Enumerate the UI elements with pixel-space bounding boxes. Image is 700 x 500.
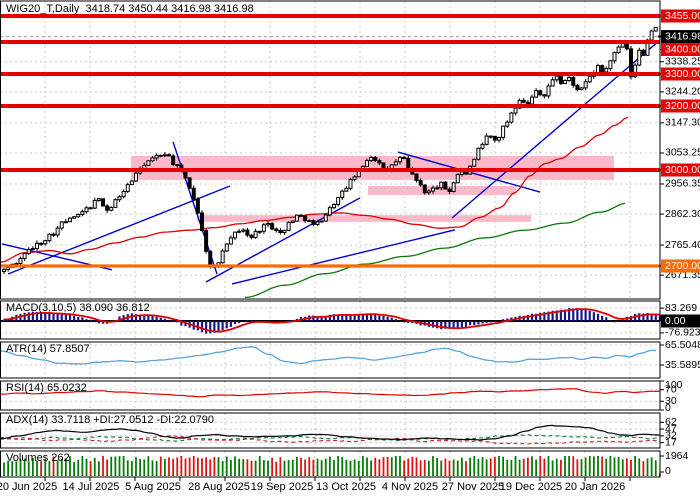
time-axis-label: 28 Aug 2025 [188, 481, 250, 493]
axis-label: 3455.00 [665, 10, 700, 22]
axis-label: 3147.30 [665, 117, 700, 129]
axis-label: 1964 [665, 450, 689, 462]
time-axis-label: 14 Jul 2025 [63, 481, 120, 493]
candlesticks [2, 25, 662, 275]
time-axis-label: 27 Nov 2025 [442, 481, 504, 493]
rsi-pane [0, 388, 661, 398]
axis-label: 2956.35 [665, 178, 700, 190]
axis-label: 3200.00 [665, 100, 700, 112]
ma-fast-red [0, 116, 629, 263]
axis-label: 3338.25 [665, 56, 700, 68]
macd-pane [0, 308, 661, 334]
axis-label: 32 [665, 430, 677, 442]
axis-label: 70 [665, 383, 677, 395]
time-axis-label: 5 Aug 2025 [125, 481, 181, 493]
axis-label: 2765.40 [665, 239, 700, 251]
axis-label: 17 [665, 436, 677, 448]
time-axis-label: 19 Dec 2025 [500, 481, 562, 493]
time-axis-label: 4 Nov 2025 [382, 481, 438, 493]
time-axis[interactable]: 20 Jun 2025 14 Jul 2025 5 Aug 2025 28 Aug 2… [0, 477, 631, 493]
pane-borders [0, 0, 661, 478]
axis-label: 83.269 [665, 302, 697, 314]
axis-label: 0 [665, 465, 671, 477]
time-axis-label: 20 Jun 2025 [0, 481, 57, 493]
axis-label: 2862.30 [665, 208, 700, 220]
axis-label: 2700.00 [665, 260, 700, 272]
axis-label: 65.5048 [665, 339, 700, 351]
price-axis[interactable]: 3338.25 3244.20 3147.30 3053.25 2956.35 2862.… [660, 9, 700, 477]
axis-label: 3416.98 [665, 30, 700, 42]
axis-label: 3053.25 [665, 147, 700, 159]
time-axis-label: 20 Jan 2026 [565, 481, 626, 493]
atr-pane [0, 346, 657, 365]
adx-pane [0, 424, 661, 445]
axis-label: 100 [665, 379, 683, 391]
axis-label: 3000.00 [665, 164, 700, 176]
axis-label: -76.923 [665, 327, 700, 339]
axis-label: 3300.00 [665, 68, 700, 80]
axis-label: 35.5895 [665, 359, 700, 371]
volumes-pane [3, 456, 661, 476]
time-axis-label: 13 Oct 2025 [316, 481, 376, 493]
time-axis-label: 19 Sep 2025 [251, 481, 313, 493]
ma-slow-green [244, 202, 626, 299]
axis-label: 30 [665, 395, 677, 407]
support-resistance-lines[interactable] [0, 14, 660, 268]
axis-label: 0 [665, 402, 671, 414]
axis-label: 0.00 [665, 315, 686, 327]
axis-label: 47 [665, 423, 677, 435]
axis-label: 3244.20 [665, 86, 700, 98]
axis-label: 3400.00 [665, 43, 700, 55]
axis-label: 62 [665, 416, 677, 428]
